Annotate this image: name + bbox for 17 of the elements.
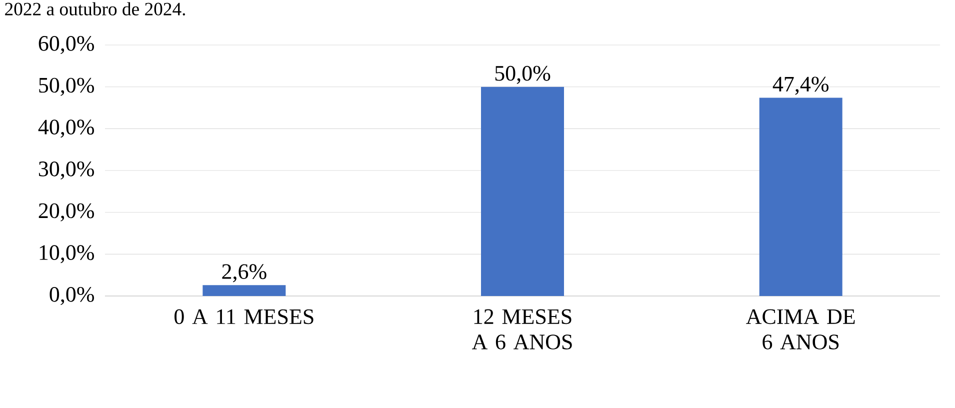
data-label: 47,4% — [772, 76, 828, 95]
y-tick-label: 10,0% — [40, 245, 94, 264]
x-tick-label: 12 MESES A 6 ANOS — [472, 309, 572, 350]
x-tick-label: ACIMA DE 6 ANOS — [746, 309, 855, 350]
text: 2022 a outubro de 2024. — [5, 2, 186, 16]
x-tick-label: 0 A 11 MESES — [174, 309, 314, 324]
data-label: 50,0% — [495, 66, 550, 84]
y-tick-label: 20,0% — [38, 203, 94, 222]
data-label: 2,6% — [222, 264, 266, 282]
y-tick-label: 60,0% — [38, 36, 94, 54]
y-tick-label: 0,0% — [50, 286, 94, 306]
bar — [202, 285, 286, 296]
y-tick-label: 30,0% — [38, 161, 94, 180]
y-tick-label: 50,0% — [39, 78, 94, 96]
bar — [481, 86, 564, 296]
bar — [759, 98, 842, 296]
y-tick-label: 40,0% — [38, 120, 94, 138]
